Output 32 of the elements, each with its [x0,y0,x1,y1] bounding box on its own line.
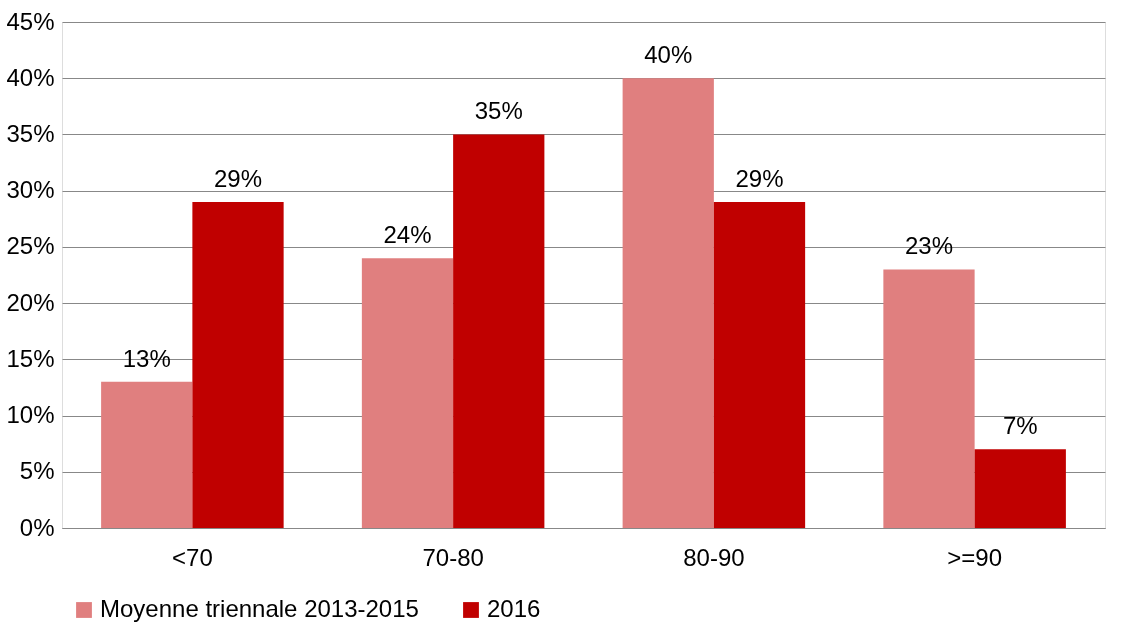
x-tick-label: >=90 [947,543,1002,571]
data-label: 7% [1002,412,1038,440]
data-label: 40% [644,41,693,69]
legend-label: 2016 [487,595,541,622]
bar [974,449,1066,528]
y-tick-label: 35% [6,119,55,147]
x-tick-label: <70 [172,543,213,571]
y-tick-label: 5% [19,457,55,485]
y-tick-label: 45% [6,7,55,35]
data-label: 13% [122,344,171,372]
bar [101,381,193,528]
data-label: 29% [735,164,784,192]
bar [453,134,545,528]
y-tick-label: 25% [6,232,55,260]
bar [192,201,284,528]
legend-label: Moyenne triennale 2013-2015 [100,595,419,622]
y-tick-label: 0% [19,513,55,541]
y-tick-label: 10% [6,401,55,429]
x-tick-label: 70-80 [422,543,484,571]
bar [622,78,714,528]
bar [713,201,806,528]
data-label: 24% [383,221,432,249]
x-tick-label: 80-90 [683,543,745,571]
y-tick-label: 20% [6,288,55,316]
bar [361,258,454,528]
y-tick-label: 40% [6,63,55,91]
y-tick-label: 15% [6,344,55,372]
data-label: 23% [904,232,954,260]
data-label: 29% [213,164,263,192]
data-label: 35% [474,97,523,125]
y-tick-label: 30% [6,176,55,204]
bar [883,269,975,528]
